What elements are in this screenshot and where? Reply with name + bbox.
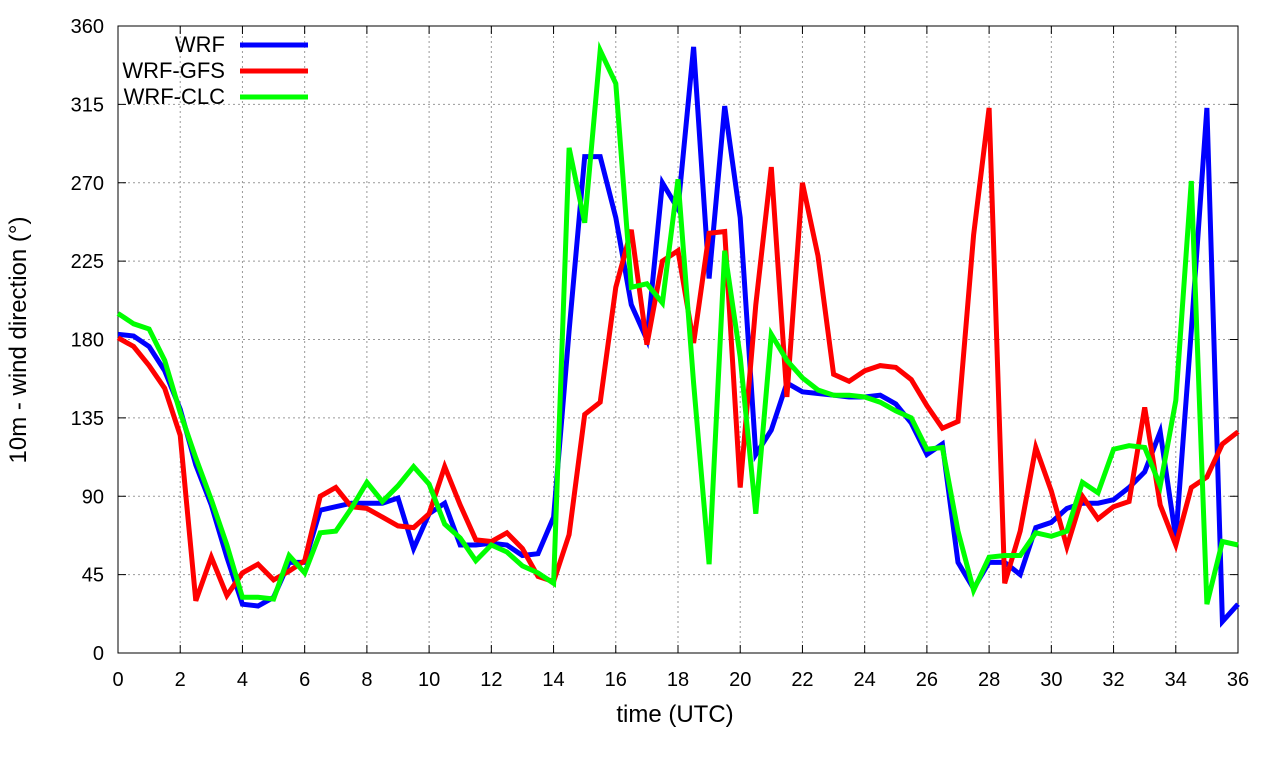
legend-label: WRF-CLC [124, 84, 226, 109]
x-tick-label: 30 [1040, 669, 1062, 691]
x-tick-label: 2 [175, 669, 186, 691]
x-tick-label: 28 [978, 669, 1000, 691]
x-tick-label: 12 [480, 669, 502, 691]
x-tick-label: 32 [1102, 669, 1124, 691]
x-tick-label: 20 [729, 669, 751, 691]
x-tick-label: 22 [791, 669, 813, 691]
y-tick-label: 360 [71, 16, 104, 38]
y-tick-label: 90 [82, 486, 104, 508]
x-axis-label: time (UTC) [616, 701, 733, 728]
legend-label: WRF-GFS [122, 58, 225, 83]
y-axis-label: 10m - wind direction (°) [5, 216, 32, 463]
y-tick-label: 135 [71, 408, 104, 430]
x-tick-label: 36 [1227, 669, 1249, 691]
x-tick-label: 6 [299, 669, 310, 691]
y-tick-label: 180 [71, 330, 104, 352]
series-line [116, 41, 1239, 605]
y-tick-label: 45 [82, 565, 104, 587]
x-tick-label: 14 [542, 669, 564, 691]
y-tick-label: 270 [71, 173, 104, 195]
x-tick-label: 16 [605, 669, 627, 691]
y-tick-label: 315 [71, 94, 104, 116]
x-tick-label: 26 [916, 669, 938, 691]
x-tick-label: 0 [112, 669, 123, 691]
x-tick-label: 18 [667, 669, 689, 691]
x-tick-label: 8 [361, 669, 372, 691]
x-tick-label: 24 [854, 669, 876, 691]
legend-label: WRF [175, 32, 225, 57]
x-tick-label: 4 [237, 669, 248, 691]
x-tick-label: 34 [1165, 669, 1187, 691]
y-tick-label: 225 [71, 251, 104, 273]
x-tick-label: 10 [418, 669, 440, 691]
series-line [116, 107, 1240, 602]
y-tick-label: 0 [93, 643, 104, 665]
